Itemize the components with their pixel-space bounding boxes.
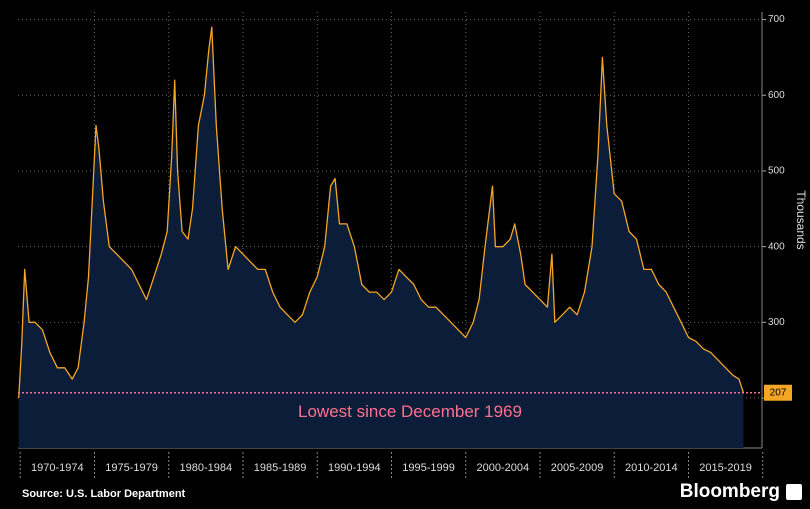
x-tick-label: 1980-1984 [180,462,233,474]
x-tick-label: 1995-1999 [402,462,455,474]
area [18,27,744,448]
x-tick-label: 1970-1974 [31,462,84,474]
value-tag-label: 207 [770,387,787,398]
line [18,26,745,399]
source: Source: U.S. Labor Department [22,488,186,500]
y-tick-label: 300 [768,317,785,328]
value-tag [764,384,792,401]
reference-label: Lowest since December 1969 [298,402,522,421]
x-tick-label: 2010-2014 [625,462,678,474]
x-tick-label: 2000-2004 [477,462,530,474]
y-tick-label: 600 [768,90,785,101]
brand-icon [786,484,802,500]
y-tick-label: 700 [768,14,785,25]
x-tick-label: 1985-1989 [254,462,307,474]
x-tick-label: 1975-1979 [105,462,158,474]
plot: 2003004005006007001970-19741975-19791980… [18,12,792,478]
y-tick-label: 500 [768,166,785,177]
x-tick-label: 2015-2019 [699,462,752,474]
x-tick-label: 2005-2009 [551,462,604,474]
y-axis-label: Thousands [794,190,808,249]
y-tick-label: 400 [768,241,785,252]
x-tick-label: 1990-1994 [328,462,381,474]
brand: Bloomberg [680,481,780,502]
